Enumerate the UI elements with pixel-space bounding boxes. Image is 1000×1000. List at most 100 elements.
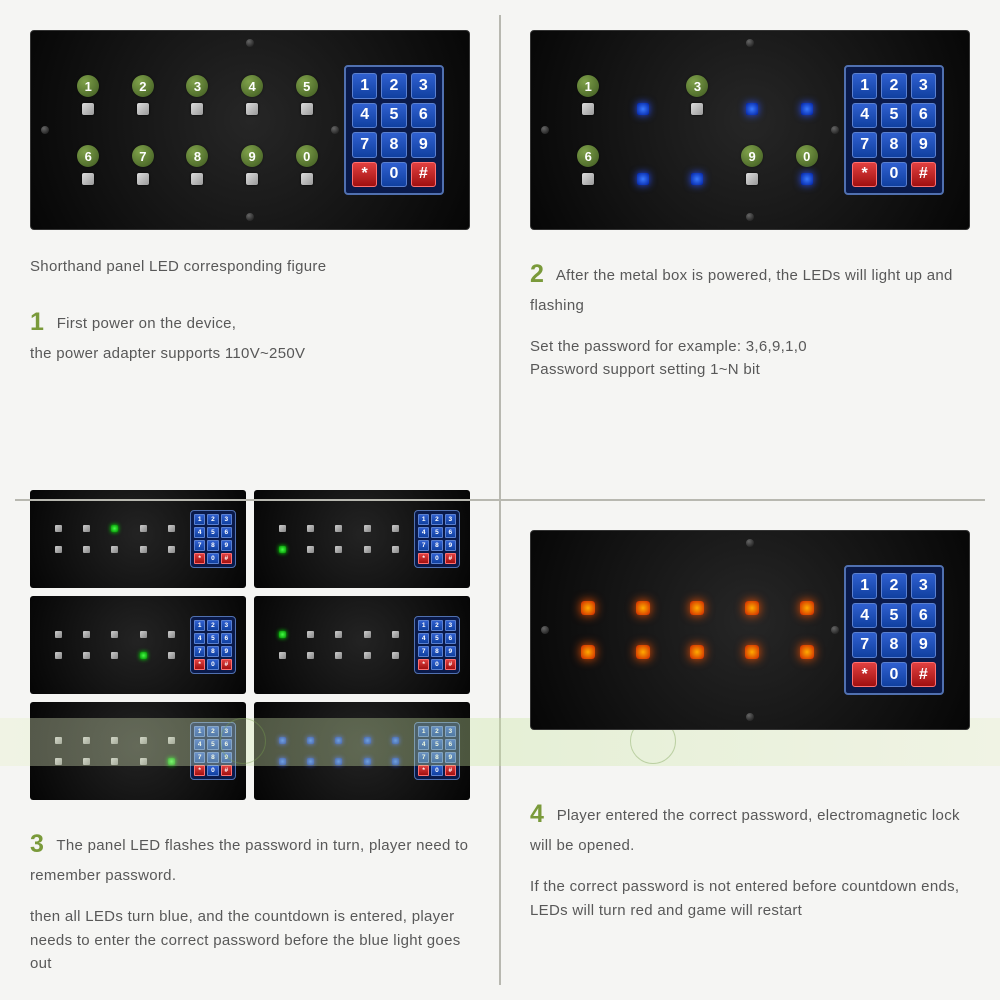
keypad-key-3[interactable]: 3 [411,73,436,99]
keypad: 123 456 789 *0# [844,65,944,195]
led-5 [279,546,286,553]
keypad-key-2[interactable]: 2 [881,73,906,99]
keypad-key-2[interactable]: 2 [881,573,906,599]
keypad-key-6[interactable]: 6 [911,603,936,629]
led-3 [364,737,371,744]
led-3 [364,631,371,638]
keypad-mini: 123456789*0# [190,722,236,780]
keypad-key-*[interactable]: * [852,162,877,188]
keypad-key-6[interactable]: 6 [911,103,936,129]
keypad-key-#[interactable]: # [911,162,936,188]
keypad-key-*[interactable]: * [852,662,877,688]
step-3: 123456789*0#123456789*0#123456789*0#1234… [0,460,500,1000]
led-1 [83,737,90,744]
keypad-key-1[interactable]: 1 [852,73,877,99]
led-7 [111,758,118,765]
led-8 [364,546,371,553]
led-5 [82,173,94,185]
mini-panel-4: 123456789*0# [30,702,246,800]
led-0 [279,737,286,744]
step-number: 2 [530,260,544,288]
led-2 [111,737,118,744]
keypad-key-7[interactable]: 7 [852,132,877,158]
led-7 [191,173,203,185]
led-7 [335,758,342,765]
led-5 [582,173,594,185]
led-9 [800,645,814,659]
led-8 [364,652,371,659]
led-3 [140,525,147,532]
led-4 [301,103,313,115]
keypad-key-8[interactable]: 8 [881,632,906,658]
keypad-key-5[interactable]: 5 [881,603,906,629]
led-6 [636,645,650,659]
led-4 [168,525,175,532]
led-6 [83,546,90,553]
step-text: Player entered the correct password, ele… [530,807,960,854]
led-3 [140,631,147,638]
keypad-key-6[interactable]: 6 [411,103,436,129]
led-1 [307,631,314,638]
led-8 [246,173,258,185]
led-2 [690,601,704,615]
keypad-key-9[interactable]: 9 [411,132,436,158]
led-3 [364,525,371,532]
caption2a: Set the password for example: 3,6,9,1,0 [530,338,807,355]
keypad-key-1[interactable]: 1 [352,73,377,99]
led-0 [581,601,595,615]
led-8 [364,758,371,765]
mini-panel-3: 123456789*0# [254,596,470,694]
led-5 [279,652,286,659]
keypad-key-*[interactable]: * [352,162,377,188]
step-text: The panel LED flashes the password in tu… [30,837,468,884]
keypad-key-1[interactable]: 1 [852,573,877,599]
led-0 [82,103,94,115]
keypad-key-3[interactable]: 3 [911,73,936,99]
led-7 [691,173,703,185]
keypad-key-0[interactable]: 0 [381,162,406,188]
keypad-key-9[interactable]: 9 [911,632,936,658]
keypad-key-5[interactable]: 5 [381,103,406,129]
keypad-key-0[interactable]: 0 [881,162,906,188]
keypad-key-7[interactable]: 7 [852,632,877,658]
keypad-key-8[interactable]: 8 [381,132,406,158]
keypad-key-9[interactable]: 9 [911,132,936,158]
keypad-key-8[interactable]: 8 [881,132,906,158]
led-badge-9: 9 [241,145,263,167]
keypad-key-3[interactable]: 3 [911,573,936,599]
mini-panel-5: 123456789*0# [254,702,470,800]
keypad-key-5[interactable]: 5 [881,103,906,129]
led-7 [111,652,118,659]
mini-panel-grid: 123456789*0#123456789*0#123456789*0#1234… [30,490,470,800]
keypad-key-#[interactable]: # [411,162,436,188]
keypad-key-4[interactable]: 4 [352,103,377,129]
keypad-mini: 123456789*0# [414,722,460,780]
led-1 [83,631,90,638]
keypad-mini: 123456789*0# [414,510,460,568]
caption2: If the correct password is not entered b… [530,875,970,922]
led-2 [335,631,342,638]
led-badge-7: 7 [132,145,154,167]
keypad-key-0[interactable]: 0 [881,662,906,688]
keypad: 123 456 789 *0# [844,565,944,695]
led-9 [168,758,175,765]
led-7 [335,652,342,659]
keypad-key-4[interactable]: 4 [852,103,877,129]
keypad-key-7[interactable]: 7 [352,132,377,158]
keypad-key-#[interactable]: # [911,662,936,688]
led-badge-0: 0 [296,145,318,167]
keypad-key-4[interactable]: 4 [852,603,877,629]
led-5 [55,546,62,553]
led-6 [637,173,649,185]
keypad-key-2[interactable]: 2 [381,73,406,99]
mini-panel-2: 123456789*0# [30,596,246,694]
led-8 [140,546,147,553]
step-number: 3 [30,830,44,858]
led-badge-1: 1 [77,75,99,97]
led-6 [307,758,314,765]
led-0 [55,631,62,638]
led-5 [55,652,62,659]
led-badge-9: 9 [741,145,763,167]
led-3 [745,601,759,615]
led-6 [307,546,314,553]
